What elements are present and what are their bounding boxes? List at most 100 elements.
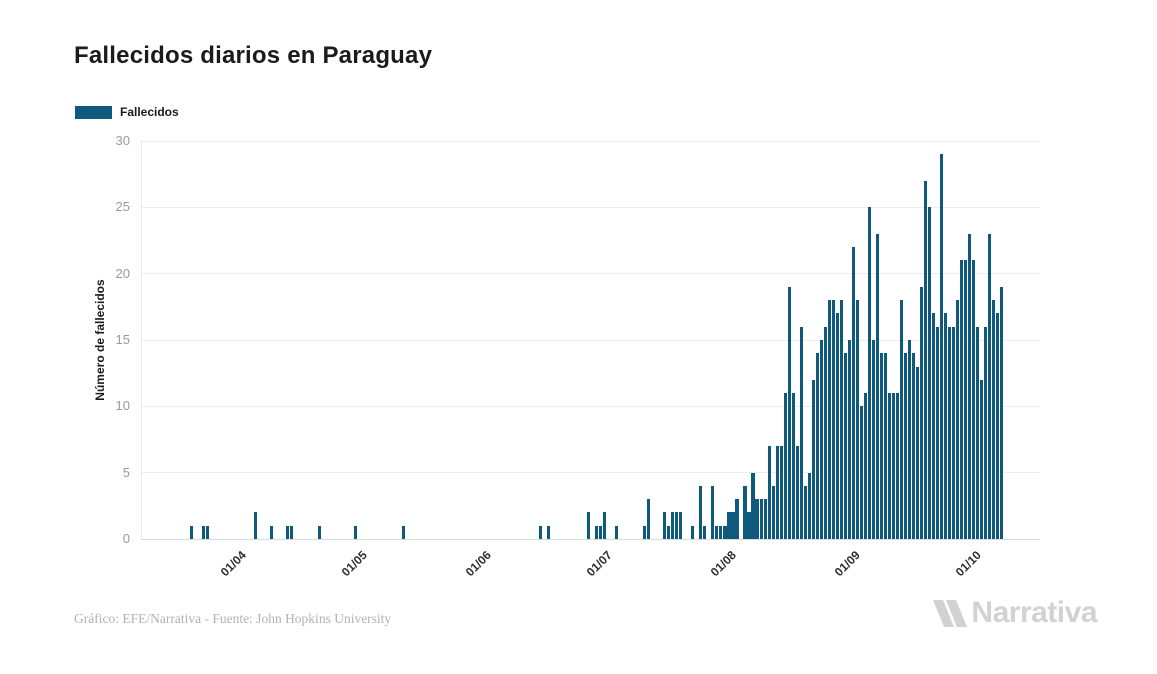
bar-2020-07-01[interactable] bbox=[594, 525, 599, 539]
bar-2020-09-22[interactable] bbox=[928, 207, 932, 539]
bar-2020-07-31[interactable] bbox=[715, 525, 719, 539]
bar-2020-08-04[interactable] bbox=[731, 512, 735, 539]
bar-2020-07-06[interactable] bbox=[615, 525, 619, 539]
bar-2020-09-15[interactable] bbox=[899, 300, 904, 539]
bar-2020-09-12[interactable] bbox=[887, 393, 892, 539]
bar-2020-07-03[interactable] bbox=[602, 512, 607, 539]
bar-2020-08-08[interactable] bbox=[747, 512, 751, 539]
bar-2020-09-11[interactable] bbox=[883, 353, 888, 539]
bar-2020-03-22[interactable] bbox=[189, 525, 193, 539]
bar-2020-10-05[interactable] bbox=[980, 379, 984, 539]
bar-2020-09-30[interactable] bbox=[960, 260, 964, 539]
bar-2020-08-10[interactable] bbox=[755, 499, 759, 539]
bar-2020-08-30[interactable] bbox=[835, 313, 839, 539]
bar-2020-06-17[interactable] bbox=[538, 525, 542, 539]
bar-2020-09-26[interactable] bbox=[944, 313, 948, 539]
bar-2020-08-22[interactable] bbox=[803, 485, 807, 539]
bar-2020-07-22[interactable] bbox=[679, 512, 683, 539]
bar-2020-07-25[interactable] bbox=[691, 525, 695, 539]
bar-2020-07-02[interactable] bbox=[598, 525, 603, 539]
bar-2020-07-27[interactable] bbox=[699, 485, 703, 539]
bar-2020-07-19[interactable] bbox=[667, 525, 671, 539]
bar-2020-09-14[interactable] bbox=[895, 393, 900, 539]
bar-2020-07-13[interactable] bbox=[643, 525, 647, 539]
bar-2020-03-26[interactable] bbox=[205, 525, 209, 539]
bar-2020-09-06[interactable] bbox=[863, 393, 867, 539]
bar-2020-07-14[interactable] bbox=[647, 499, 651, 539]
bar-2020-09-29[interactable] bbox=[956, 300, 960, 539]
bar-2020-08-16[interactable] bbox=[779, 446, 783, 539]
bar-2020-08-25[interactable] bbox=[815, 353, 819, 539]
bar-2020-05-02[interactable] bbox=[354, 525, 358, 539]
bar-2020-08-12[interactable] bbox=[763, 499, 767, 539]
bar-2020-09-25[interactable] bbox=[940, 154, 944, 539]
bar-2020-09-17[interactable] bbox=[908, 340, 912, 539]
bar-2020-04-16[interactable] bbox=[289, 525, 294, 539]
bar-2020-06-29[interactable] bbox=[586, 512, 591, 539]
bar-2020-08-03[interactable] bbox=[727, 512, 731, 539]
bar-2020-10-10[interactable] bbox=[1000, 286, 1004, 539]
bar-2020-08-01[interactable] bbox=[719, 525, 723, 539]
bar-2020-08-19[interactable] bbox=[791, 393, 795, 539]
bar-2020-07-30[interactable] bbox=[711, 485, 715, 539]
bar-2020-09-13[interactable] bbox=[891, 393, 896, 539]
bar-2020-08-21[interactable] bbox=[799, 326, 803, 539]
bar-2020-09-18[interactable] bbox=[912, 353, 916, 539]
bar-2020-08-28[interactable] bbox=[827, 300, 831, 539]
legend-item-fallecidos[interactable]: Fallecidos bbox=[75, 105, 179, 119]
bar-2020-09-21[interactable] bbox=[924, 180, 928, 539]
bar-2020-08-17[interactable] bbox=[783, 393, 787, 539]
bar-2020-08-27[interactable] bbox=[823, 326, 827, 539]
bar-2020-09-10[interactable] bbox=[879, 353, 884, 539]
bar-2020-09-27[interactable] bbox=[948, 326, 952, 539]
bar-2020-08-05[interactable] bbox=[735, 499, 739, 539]
bar-2020-08-11[interactable] bbox=[759, 499, 763, 539]
bar-2020-07-18[interactable] bbox=[663, 512, 667, 539]
bar-2020-05-14[interactable] bbox=[402, 525, 406, 539]
bar-2020-08-29[interactable] bbox=[831, 300, 835, 539]
bar-2020-08-23[interactable] bbox=[807, 472, 811, 539]
bar-2020-08-26[interactable] bbox=[819, 340, 823, 539]
bar-2020-09-05[interactable] bbox=[859, 406, 863, 539]
bar-2020-10-01[interactable] bbox=[964, 260, 968, 539]
bar-2020-07-21[interactable] bbox=[675, 512, 679, 539]
bar-2020-07-20[interactable] bbox=[671, 512, 675, 539]
bar-2020-09-01[interactable] bbox=[843, 353, 847, 539]
bar-2020-08-14[interactable] bbox=[771, 485, 775, 539]
bar-2020-09-08[interactable] bbox=[871, 340, 875, 539]
bar-2020-04-11[interactable] bbox=[269, 525, 273, 539]
bar-2020-04-23[interactable] bbox=[318, 525, 322, 539]
bar-2020-10-06[interactable] bbox=[984, 326, 988, 539]
bar-2020-09-07[interactable] bbox=[867, 207, 871, 539]
bar-2020-08-02[interactable] bbox=[723, 525, 727, 539]
bar-2020-10-08[interactable] bbox=[992, 300, 996, 539]
bar-2020-08-09[interactable] bbox=[751, 472, 755, 539]
bar-2020-08-18[interactable] bbox=[787, 286, 791, 539]
bar-2020-09-20[interactable] bbox=[920, 286, 924, 539]
bar-2020-08-15[interactable] bbox=[775, 446, 779, 539]
bar-2020-04-15[interactable] bbox=[285, 525, 290, 539]
bar-2020-08-13[interactable] bbox=[767, 446, 771, 539]
bar-2020-09-02[interactable] bbox=[847, 340, 851, 539]
bar-2020-09-28[interactable] bbox=[952, 326, 956, 539]
bar-2020-04-07[interactable] bbox=[253, 512, 257, 539]
bar-2020-09-24[interactable] bbox=[936, 326, 940, 539]
bar-2020-09-09[interactable] bbox=[875, 233, 879, 539]
bar-2020-09-19[interactable] bbox=[916, 366, 920, 539]
bar-2020-09-23[interactable] bbox=[932, 313, 936, 539]
bar-2020-09-16[interactable] bbox=[903, 353, 908, 539]
bar-2020-08-20[interactable] bbox=[795, 446, 799, 539]
bar-2020-07-28[interactable] bbox=[703, 525, 707, 539]
bar-2020-08-24[interactable] bbox=[811, 379, 815, 539]
bar-2020-08-31[interactable] bbox=[839, 300, 843, 539]
bar-2020-09-03[interactable] bbox=[851, 247, 855, 539]
bar-2020-03-25[interactable] bbox=[201, 525, 205, 539]
bar-2020-10-02[interactable] bbox=[968, 233, 972, 539]
bar-2020-10-04[interactable] bbox=[976, 326, 980, 539]
bar-2020-06-19[interactable] bbox=[546, 525, 550, 539]
bar-2020-10-09[interactable] bbox=[996, 313, 1000, 539]
bar-2020-08-07[interactable] bbox=[743, 485, 747, 539]
bar-2020-10-07[interactable] bbox=[988, 233, 992, 539]
bar-2020-09-04[interactable] bbox=[855, 300, 859, 539]
bar-2020-10-03[interactable] bbox=[972, 260, 976, 539]
